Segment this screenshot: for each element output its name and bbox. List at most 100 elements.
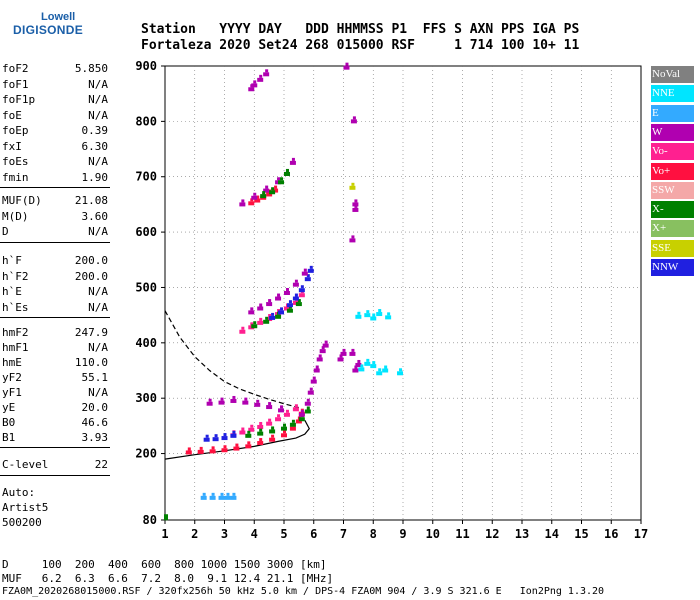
echo-point	[283, 291, 290, 295]
auto-info-line: Auto:	[2, 486, 36, 499]
echo-point	[209, 449, 216, 454]
param-label: fmin	[2, 170, 29, 184]
echo-point	[345, 62, 349, 66]
echo-point	[232, 430, 236, 434]
echo-point	[288, 305, 292, 309]
legend-item-w: W	[651, 123, 694, 141]
echo-point	[378, 309, 382, 313]
echo-point	[291, 419, 295, 423]
echo-point	[286, 303, 293, 308]
echo-point	[257, 320, 264, 325]
echo-point	[248, 310, 255, 315]
y-tick-label: 900	[135, 59, 157, 73]
echo-point	[339, 354, 343, 358]
echo-point	[309, 265, 313, 269]
echo-point	[318, 354, 322, 358]
echo-point	[230, 398, 237, 403]
echo-point	[241, 199, 245, 203]
echo-point	[206, 401, 213, 406]
echo-point	[221, 448, 228, 453]
echo-point	[275, 296, 282, 301]
echo-point	[250, 307, 254, 311]
echo-point	[257, 441, 264, 446]
param-label: foEs	[2, 155, 29, 168]
logo-lowell: Lowell	[41, 11, 76, 23]
param-label: MUF(D)	[2, 194, 42, 207]
param-row-yf2: yF2 55.1	[2, 371, 108, 385]
echo-point	[277, 177, 281, 181]
param-row-hme: hmE 110.0	[2, 356, 108, 370]
echo-point	[366, 358, 370, 362]
echo-point	[235, 443, 239, 447]
echo-point	[214, 434, 218, 438]
x-tick-label: 12	[485, 527, 499, 541]
param-value: N/A	[88, 155, 108, 168]
auto-info-line: 500200	[2, 516, 42, 529]
echo-point	[349, 351, 356, 356]
echo-point	[384, 365, 388, 369]
echo-point	[354, 199, 358, 203]
param-value: N/A	[88, 300, 108, 314]
echo-point	[301, 271, 308, 276]
echo-point	[277, 414, 281, 418]
echo-point	[303, 268, 307, 272]
param-row-mufd: MUF(D) 21.08	[2, 194, 108, 208]
param-row-fof2: foF2 5.850	[2, 62, 108, 76]
echo-point	[288, 300, 292, 304]
y-tick-label: 800	[135, 114, 157, 128]
echo-point	[298, 293, 305, 298]
echo-point	[285, 168, 289, 172]
echo-point	[265, 316, 269, 320]
param-row-fmin: fmin 1.90	[2, 171, 108, 185]
param-value: 6.30	[81, 139, 109, 153]
param-row-foes: foEs N/A	[2, 155, 108, 169]
echo-point	[209, 495, 216, 500]
echo-point	[250, 424, 254, 428]
param-row-ye: yE 20.0	[2, 401, 108, 415]
param-value: 55.1	[81, 371, 109, 384]
echo-point	[218, 400, 225, 405]
echo-point	[257, 306, 264, 311]
echo-point	[230, 433, 237, 438]
param-value: 5.850	[74, 62, 108, 75]
echo-point	[223, 445, 227, 449]
header-row-2: Fortaleza 2020 Set24 268 015000 RSF 1 71…	[141, 38, 580, 53]
param-value: 110.0	[74, 356, 108, 369]
param-label: h`F2	[2, 269, 29, 283]
echo-point	[297, 299, 301, 303]
echo-point	[245, 444, 252, 449]
param-value: 3.60	[81, 209, 109, 223]
echo-point	[278, 310, 285, 315]
echo-point	[294, 404, 298, 408]
sidebar-divider	[0, 447, 110, 448]
x-tick-label: 1	[161, 527, 168, 541]
param-value: N/A	[88, 77, 108, 91]
sidebar-divider	[0, 187, 110, 188]
echo-point	[185, 450, 192, 455]
echo-point	[268, 299, 272, 303]
echo-point	[268, 314, 272, 318]
echo-point	[250, 322, 254, 326]
x-tick-label: 2	[191, 527, 198, 541]
echo-point	[292, 282, 299, 287]
echo-point	[257, 77, 264, 82]
echo-point	[295, 419, 302, 424]
echo-point	[248, 201, 255, 206]
echo-point	[310, 379, 317, 384]
echo-point	[203, 437, 210, 442]
sidebar-divider	[0, 474, 110, 476]
param-row-foe: foE N/A	[2, 109, 108, 123]
param-row-b1: B1 3.93	[2, 431, 108, 445]
param-label: h`F	[2, 254, 22, 267]
param-row-foep: foEp 0.39	[2, 124, 108, 138]
echo-point	[283, 171, 290, 176]
echo-point	[197, 449, 204, 454]
echo-point	[291, 157, 295, 161]
param-value: N/A	[88, 285, 108, 298]
echo-point	[271, 434, 275, 438]
echo-point	[337, 357, 344, 362]
echo-point	[269, 437, 276, 442]
echo-point	[200, 495, 207, 500]
auto-info-line: Artist5	[2, 501, 49, 514]
echo-point	[211, 492, 215, 496]
